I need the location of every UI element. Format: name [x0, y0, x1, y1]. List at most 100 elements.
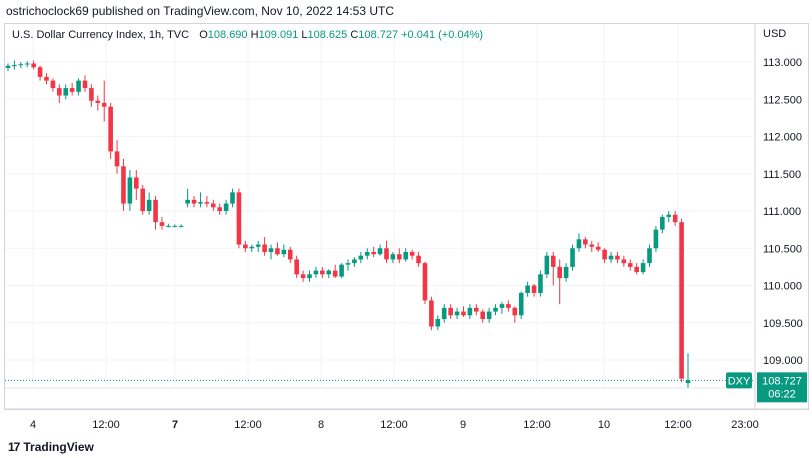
candle-body [685, 380, 691, 384]
candle-body [397, 254, 402, 260]
candle-body [608, 255, 614, 260]
y-tick-label: 109.000 [763, 355, 803, 367]
candle-body [660, 216, 665, 230]
candle-body [409, 251, 415, 256]
candle-body [429, 300, 434, 327]
candle-body [371, 251, 376, 255]
candle-body [493, 307, 498, 312]
candle-body [416, 255, 421, 264]
y-tick-label: 110.500 [763, 243, 802, 255]
candle-body [146, 199, 152, 211]
candle-body [345, 263, 351, 265]
candle-body [217, 207, 222, 211]
candle-body [230, 192, 235, 204]
candle-body [461, 311, 466, 316]
candle-body [307, 274, 312, 279]
candle-body [249, 246, 255, 249]
candle-body [50, 80, 56, 89]
price-tag-countdown: 06:22 [768, 388, 796, 400]
candle-body [332, 270, 338, 277]
candle-body [653, 229, 659, 249]
candle-body [339, 264, 344, 277]
legend-open-label: O [199, 29, 208, 41]
candle-body [313, 270, 319, 275]
candle-body [69, 88, 75, 92]
candle-body [621, 259, 627, 264]
candle-body [236, 192, 242, 245]
candle-body [281, 249, 287, 255]
candle-body [44, 76, 49, 81]
legend-low: 108.625 [307, 29, 348, 41]
candle-body [101, 102, 107, 107]
x-tick-label: 9 [460, 419, 466, 431]
candle-body [627, 263, 633, 267]
candle-body [287, 249, 293, 260]
candle-body [121, 166, 126, 204]
candle-body [5, 65, 11, 68]
candle-body [647, 248, 652, 264]
y-tick-label: 112.000 [763, 132, 802, 144]
x-tick-label: 8 [318, 419, 324, 431]
candle-body [12, 64, 17, 66]
candle-body [294, 259, 299, 275]
candle-body [326, 270, 332, 275]
candle-body [320, 270, 325, 275]
y-tick-label: 111.000 [763, 206, 801, 218]
candle-body [570, 248, 575, 267]
candle-body [595, 246, 601, 250]
candle-body [499, 304, 505, 308]
candle-body [198, 202, 203, 204]
candle-body [18, 64, 24, 66]
legend-change: +0.041 (+0.04%) [401, 29, 484, 41]
ohlc-legend: U.S. Dollar Currency Index, 1h, TVC O108… [12, 29, 483, 41]
y-tick-label: 113.000 [763, 57, 802, 69]
tradingview-footer[interactable]: 17 TradingView [8, 440, 94, 454]
x-tick-label: 10 [598, 419, 610, 431]
candle-body [390, 254, 396, 260]
candle-body [518, 292, 524, 316]
candle-body [506, 304, 511, 308]
candle-body [24, 63, 30, 65]
x-tick-label: 4 [30, 419, 36, 431]
x-tick-label: 12:00 [664, 419, 692, 431]
candle-body [454, 311, 460, 316]
tradingview-logo-icon: 17 [8, 440, 20, 454]
candle-body [82, 80, 88, 89]
candle-body [185, 199, 190, 204]
candle-body [422, 263, 428, 301]
publisher-line: ostrichoclock69 published on TradingView… [6, 4, 395, 18]
y-tick-label: 110.000 [763, 281, 802, 293]
candle-body [63, 88, 69, 96]
candle-body [679, 222, 684, 379]
candle-body [352, 259, 357, 264]
candle-body [300, 274, 306, 279]
candle-body [364, 251, 370, 256]
y-tick-label: 112.500 [763, 94, 802, 106]
candle-body [666, 214, 672, 217]
candle-body [615, 255, 620, 260]
candle-body [76, 80, 81, 92]
price-tag-value: 108.727 [762, 375, 802, 387]
candle-body [89, 88, 94, 101]
candle-body [95, 100, 101, 103]
candle-body [268, 248, 274, 252]
y-tick-label: 111.500 [763, 169, 801, 181]
x-tick-label: 12:00 [523, 419, 551, 431]
candle-body [262, 244, 267, 252]
legend-open: 108.690 [207, 29, 248, 41]
candle-body [544, 255, 550, 275]
candle-body [512, 307, 518, 316]
candle-body [589, 244, 595, 247]
candle-body [159, 222, 165, 226]
legend-high-label: H [250, 29, 259, 41]
legend-low-label: L [301, 29, 308, 41]
candle-body [538, 274, 543, 293]
x-tick-label: 7 [172, 419, 178, 431]
candle-body [550, 255, 556, 267]
legend-close-label: C [350, 29, 359, 41]
candle-body [140, 188, 146, 211]
candle-body [441, 307, 447, 320]
candle-body [57, 88, 62, 96]
x-tick-label: 12:00 [92, 419, 120, 431]
